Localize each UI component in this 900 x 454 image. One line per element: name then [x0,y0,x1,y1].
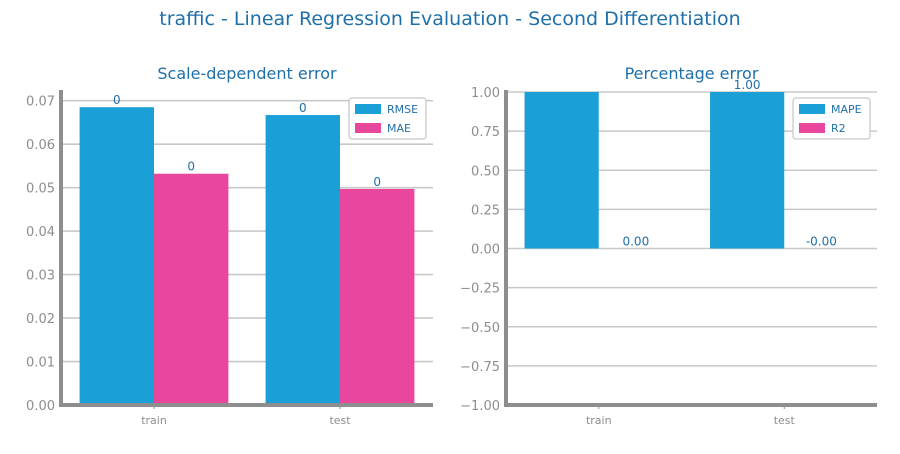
y-tick-label: 0.05 [26,182,55,197]
legend-label: RMSE [387,103,418,116]
data-label: 0 [373,175,381,189]
legend: MAPE R2 [792,97,871,140]
legend: RMSE MAE [348,97,427,140]
chart-title: Percentage error [625,64,759,83]
bar-mae-train [154,173,229,405]
legend-label: MAPE [831,103,862,116]
y-tick-label: 1.00 [471,86,500,101]
y-tick-label: 0.04 [26,225,55,240]
data-label: -0.00 [806,235,837,249]
y-tick-label: −0.25 [460,282,500,297]
legend-swatch-mae [355,123,381,133]
y-tick-label: 0.07 [26,95,55,110]
y-tick-label: 0.01 [26,356,55,371]
data-label: 0.00 [622,235,649,249]
x-tick-label: train [141,414,167,427]
x-tick-label: test [774,414,796,427]
bar-mape-train [524,92,599,249]
legend-swatch-r2 [799,123,825,133]
scale-dependent-error-chart: Scale-dependent error 0.00 0.01 0.02 0.03 0.0… [26,64,433,427]
y-tick-label: −0.75 [460,360,500,375]
chart-title: Scale-dependent error [157,64,337,83]
y-tick-label: −0.50 [460,321,500,336]
y-tick-label: 0.00 [26,399,55,414]
y-tick-label: 0.06 [26,138,55,153]
y-tick-label: 0.00 [471,243,500,258]
bar-rmse-train [79,107,154,406]
y-tick-label: 0.25 [471,203,500,218]
y-tick-label: 0.75 [471,125,500,140]
y-tick-label: 0.02 [26,312,55,327]
data-label: 0 [299,101,307,115]
data-label: 0 [113,93,121,107]
percentage-error-chart: Percentage error −1.00 −0.75 −0.50 −0.25 0.00… [460,64,877,427]
data-label: 1.00 [734,78,761,92]
legend-label: MAE [387,122,411,135]
bar-rmse-test [265,115,340,405]
data-label: 0 [187,160,195,174]
y-tick-label: 0.03 [26,269,55,284]
legend-swatch-mape [799,104,825,114]
x-tick-label: test [329,414,351,427]
bar-mae-test [340,188,415,405]
legend-label: R2 [831,122,846,135]
figure-title: traffic - Linear Regression Evaluation -… [159,8,740,30]
x-tick-label: train [586,414,612,427]
legend-swatch-rmse [355,104,381,114]
bar-mape-test [710,92,785,249]
y-tick-label: 0.50 [471,164,500,179]
y-tick-label: −1.00 [460,399,500,414]
